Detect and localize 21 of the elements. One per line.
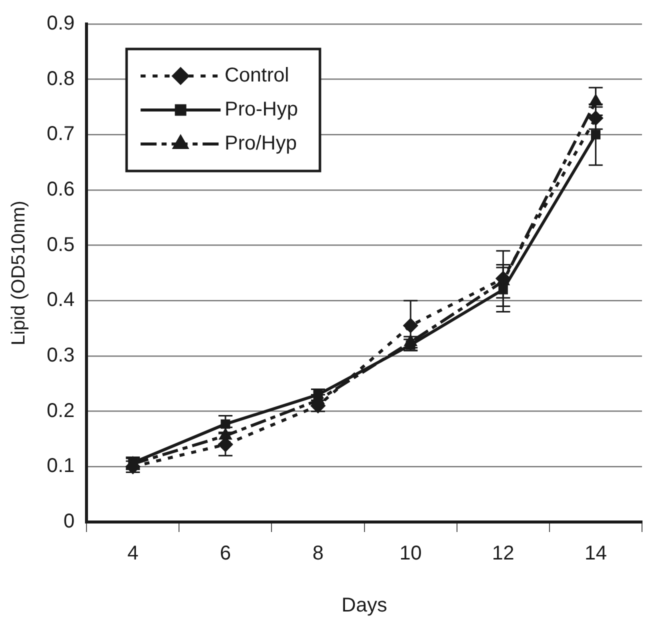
x-tick-label: 10 xyxy=(399,542,422,565)
y-tick-label: 0.9 xyxy=(46,12,75,35)
x-tick-label: 4 xyxy=(127,542,138,565)
y-tick-label: 0.7 xyxy=(46,123,75,146)
y-tick-label: 0 xyxy=(63,510,75,533)
y-tick-label: 0.5 xyxy=(46,234,75,256)
y-tick-label: 0.2 xyxy=(46,400,75,422)
y-tick-label: 0.1 xyxy=(46,455,75,478)
y-axis-title: Lipid (OD510nm) xyxy=(8,200,30,346)
x-tick-label: 6 xyxy=(220,542,232,565)
legend-label: Pro-Hyp xyxy=(224,98,298,121)
y-tick-label: 0.6 xyxy=(46,178,75,201)
x-tick-label: 12 xyxy=(492,542,514,565)
x-tick-label: 14 xyxy=(584,542,607,565)
x-tick-label: 8 xyxy=(312,542,324,565)
y-tick-label: 0.3 xyxy=(46,344,75,367)
y-tick-label: 0.8 xyxy=(46,68,75,90)
legend-label: Pro/Hyp xyxy=(224,132,297,155)
x-axis-title: Days xyxy=(342,594,388,617)
y-tick-label: 0.4 xyxy=(46,289,75,312)
legend-label: Control xyxy=(224,64,290,87)
